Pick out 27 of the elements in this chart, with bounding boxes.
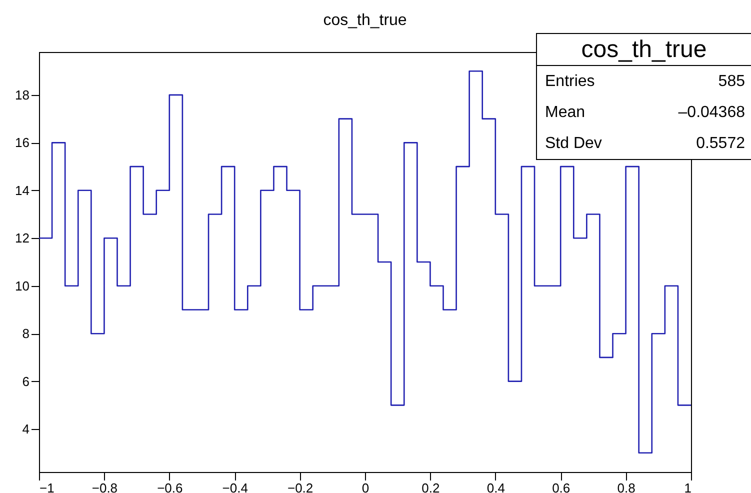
x-tick-label: −1 <box>40 480 54 493</box>
annotation: Entries <box>545 72 595 92</box>
x-tick-label: −0.6 <box>157 480 183 493</box>
y-tick-label: 10 <box>15 278 30 294</box>
x-tick-label: −0.8 <box>92 480 118 493</box>
annotation: cos_th_true <box>537 34 751 66</box>
x-tick-label: −0.2 <box>287 480 314 493</box>
y-tick-label: 8 <box>22 326 30 342</box>
text: 0.5572 <box>696 134 745 154</box>
annotation: –0.04368 <box>678 103 745 123</box>
x-tick-label: 0.2 <box>422 480 440 493</box>
x-tick-label: 0.4 <box>486 480 505 493</box>
y-tick-label: 12 <box>15 230 30 246</box>
y-tick-label: 14 <box>15 182 30 198</box>
annotation: Std Dev <box>545 134 602 154</box>
annotation: Mean <box>545 103 586 123</box>
x-tick-label: 1 <box>684 480 692 493</box>
text: 585 <box>718 72 745 92</box>
y-tick-label: 4 <box>22 422 30 437</box>
x-tick-label: −0.4 <box>222 480 248 493</box>
y-tick-label: 18 <box>15 87 30 102</box>
x-tick-label: 0.8 <box>617 480 636 493</box>
chart-title: cos_th_true <box>323 12 407 29</box>
x-tick-label: 0.6 <box>552 480 570 493</box>
x-tick-label: 0 <box>362 480 370 493</box>
y-tick-label: 16 <box>15 135 30 150</box>
y-tick-label: 6 <box>22 374 30 389</box>
